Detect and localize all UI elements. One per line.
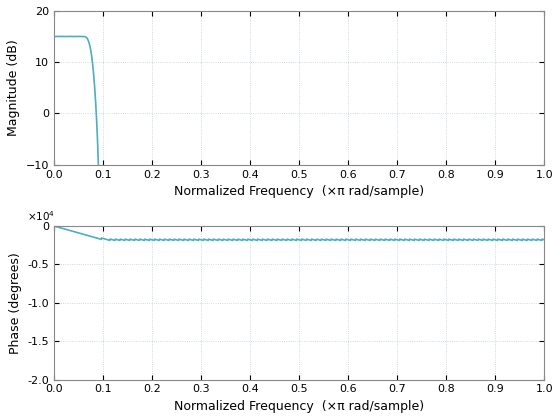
Text: $\times 10^4$: $\times 10^4$ <box>27 209 55 223</box>
Y-axis label: Phase (degrees): Phase (degrees) <box>8 252 22 354</box>
X-axis label: Normalized Frequency  (×π rad/sample): Normalized Frequency (×π rad/sample) <box>174 400 424 413</box>
Y-axis label: Magnitude (dB): Magnitude (dB) <box>7 39 20 136</box>
X-axis label: Normalized Frequency  (×π rad/sample): Normalized Frequency (×π rad/sample) <box>174 185 424 198</box>
